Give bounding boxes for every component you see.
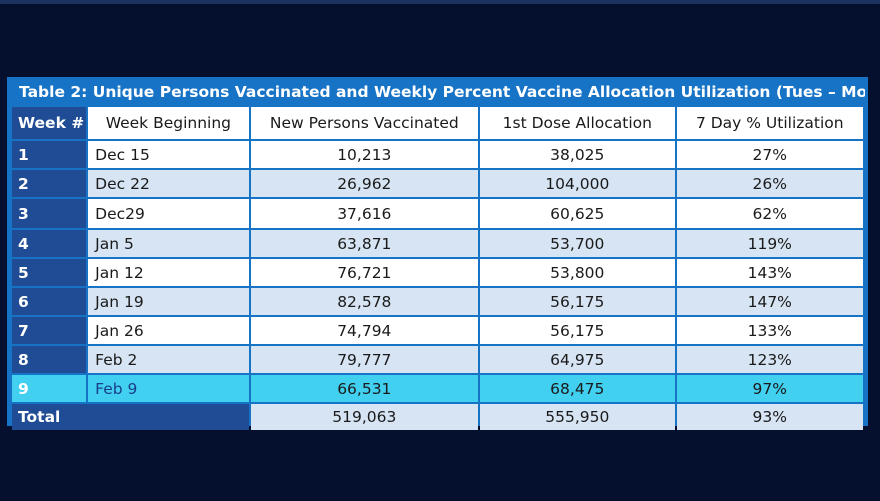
first-dose-allocation-cell: 56,175	[480, 288, 675, 315]
utilization-cell: 26%	[676, 170, 863, 197]
top-bar	[0, 0, 880, 4]
week-beginning-cell: Jan 12	[88, 259, 249, 286]
first-dose-allocation-cell: 60,625	[480, 199, 675, 228]
table-row: 7 Jan 26 74,794 56,175 133%	[12, 317, 863, 344]
table-row: 1 Dec 15 10,213 38,025 27%	[12, 141, 863, 168]
week-number-cell: 6	[12, 288, 87, 315]
new-persons-vaccinated-cell: 74,794	[250, 317, 479, 344]
total-utilization-cell: 93%	[676, 404, 863, 430]
column-header-week: Week #	[12, 107, 87, 139]
utilization-cell: 147%	[676, 288, 863, 315]
table-row: 9 Feb 9 66,531 68,475 97%	[12, 375, 863, 402]
table-row: 4 Jan 5 63,871 53,700 119%	[12, 230, 863, 257]
first-dose-allocation-cell: 53,700	[480, 230, 675, 257]
week-number-cell: 4	[12, 230, 87, 257]
new-persons-vaccinated-cell: 10,213	[250, 141, 479, 168]
week-number-cell: 2	[12, 170, 87, 197]
total-vaccinated-cell: 519,063	[250, 404, 479, 430]
utilization-cell: 62%	[676, 199, 863, 228]
new-persons-vaccinated-cell: 82,578	[250, 288, 479, 315]
data-grid: Week # Week Beginning New Persons Vaccin…	[10, 105, 865, 432]
first-dose-allocation-cell: 68,475	[480, 375, 675, 402]
week-beginning-cell: Feb 9	[88, 375, 249, 402]
column-header-week-beginning: Week Beginning	[88, 107, 249, 139]
first-dose-allocation-cell: 38,025	[480, 141, 675, 168]
new-persons-vaccinated-cell: 63,871	[250, 230, 479, 257]
first-dose-allocation-cell: 56,175	[480, 317, 675, 344]
table-row: 5 Jan 12 76,721 53,800 143%	[12, 259, 863, 286]
header-row: Week # Week Beginning New Persons Vaccin…	[12, 107, 863, 139]
table-row: 6 Jan 19 82,578 56,175 147%	[12, 288, 863, 315]
week-number-cell: 1	[12, 141, 87, 168]
column-header-first-dose-allocation: 1st Dose Allocation	[480, 107, 675, 139]
utilization-cell: 123%	[676, 346, 863, 373]
new-persons-vaccinated-cell: 79,777	[250, 346, 479, 373]
vaccination-table: Table 2: Unique Persons Vaccinated and W…	[7, 77, 868, 430]
week-number-cell: 3	[12, 199, 87, 228]
table-body: 1 Dec 15 10,213 38,025 27% 2 Dec 22 26,962 104,0…	[12, 141, 863, 430]
column-header-new-persons-vaccinated: New Persons Vaccinated	[250, 107, 479, 139]
week-beginning-cell: Jan 19	[88, 288, 249, 315]
new-persons-vaccinated-cell: 66,531	[250, 375, 479, 402]
table-row: 2 Dec 22 26,962 104,000 26%	[12, 170, 863, 197]
first-dose-allocation-cell: 64,975	[480, 346, 675, 373]
week-number-cell: 9	[12, 375, 87, 402]
week-beginning-cell: Dec29	[88, 199, 249, 228]
week-beginning-cell: Feb 2	[88, 346, 249, 373]
new-persons-vaccinated-cell: 26,962	[250, 170, 479, 197]
utilization-cell: 97%	[676, 375, 863, 402]
week-number-cell: 7	[12, 317, 87, 344]
week-beginning-cell: Dec 15	[88, 141, 249, 168]
utilization-cell: 133%	[676, 317, 863, 344]
total-allocation-cell: 555,950	[480, 404, 675, 430]
table-row: 8 Feb 2 79,777 64,975 123%	[12, 346, 863, 373]
utilization-cell: 119%	[676, 230, 863, 257]
column-header-utilization: 7 Day % Utilization	[676, 107, 863, 139]
week-number-cell: 8	[12, 346, 87, 373]
utilization-cell: 27%	[676, 141, 863, 168]
total-label: Total	[12, 404, 249, 430]
table-row: 3 Dec29 37,616 60,625 62%	[12, 199, 863, 228]
total-row: Total 519,063 555,950 93%	[12, 404, 863, 430]
new-persons-vaccinated-cell: 76,721	[250, 259, 479, 286]
new-persons-vaccinated-cell: 37,616	[250, 199, 479, 228]
utilization-cell: 143%	[676, 259, 863, 286]
week-number-cell: 5	[12, 259, 87, 286]
week-beginning-cell: Jan 5	[88, 230, 249, 257]
week-beginning-cell: Jan 26	[88, 317, 249, 344]
table-title: Table 2: Unique Persons Vaccinated and W…	[19, 83, 865, 101]
first-dose-allocation-cell: 104,000	[480, 170, 675, 197]
first-dose-allocation-cell: 53,800	[480, 259, 675, 286]
week-beginning-cell: Dec 22	[88, 170, 249, 197]
